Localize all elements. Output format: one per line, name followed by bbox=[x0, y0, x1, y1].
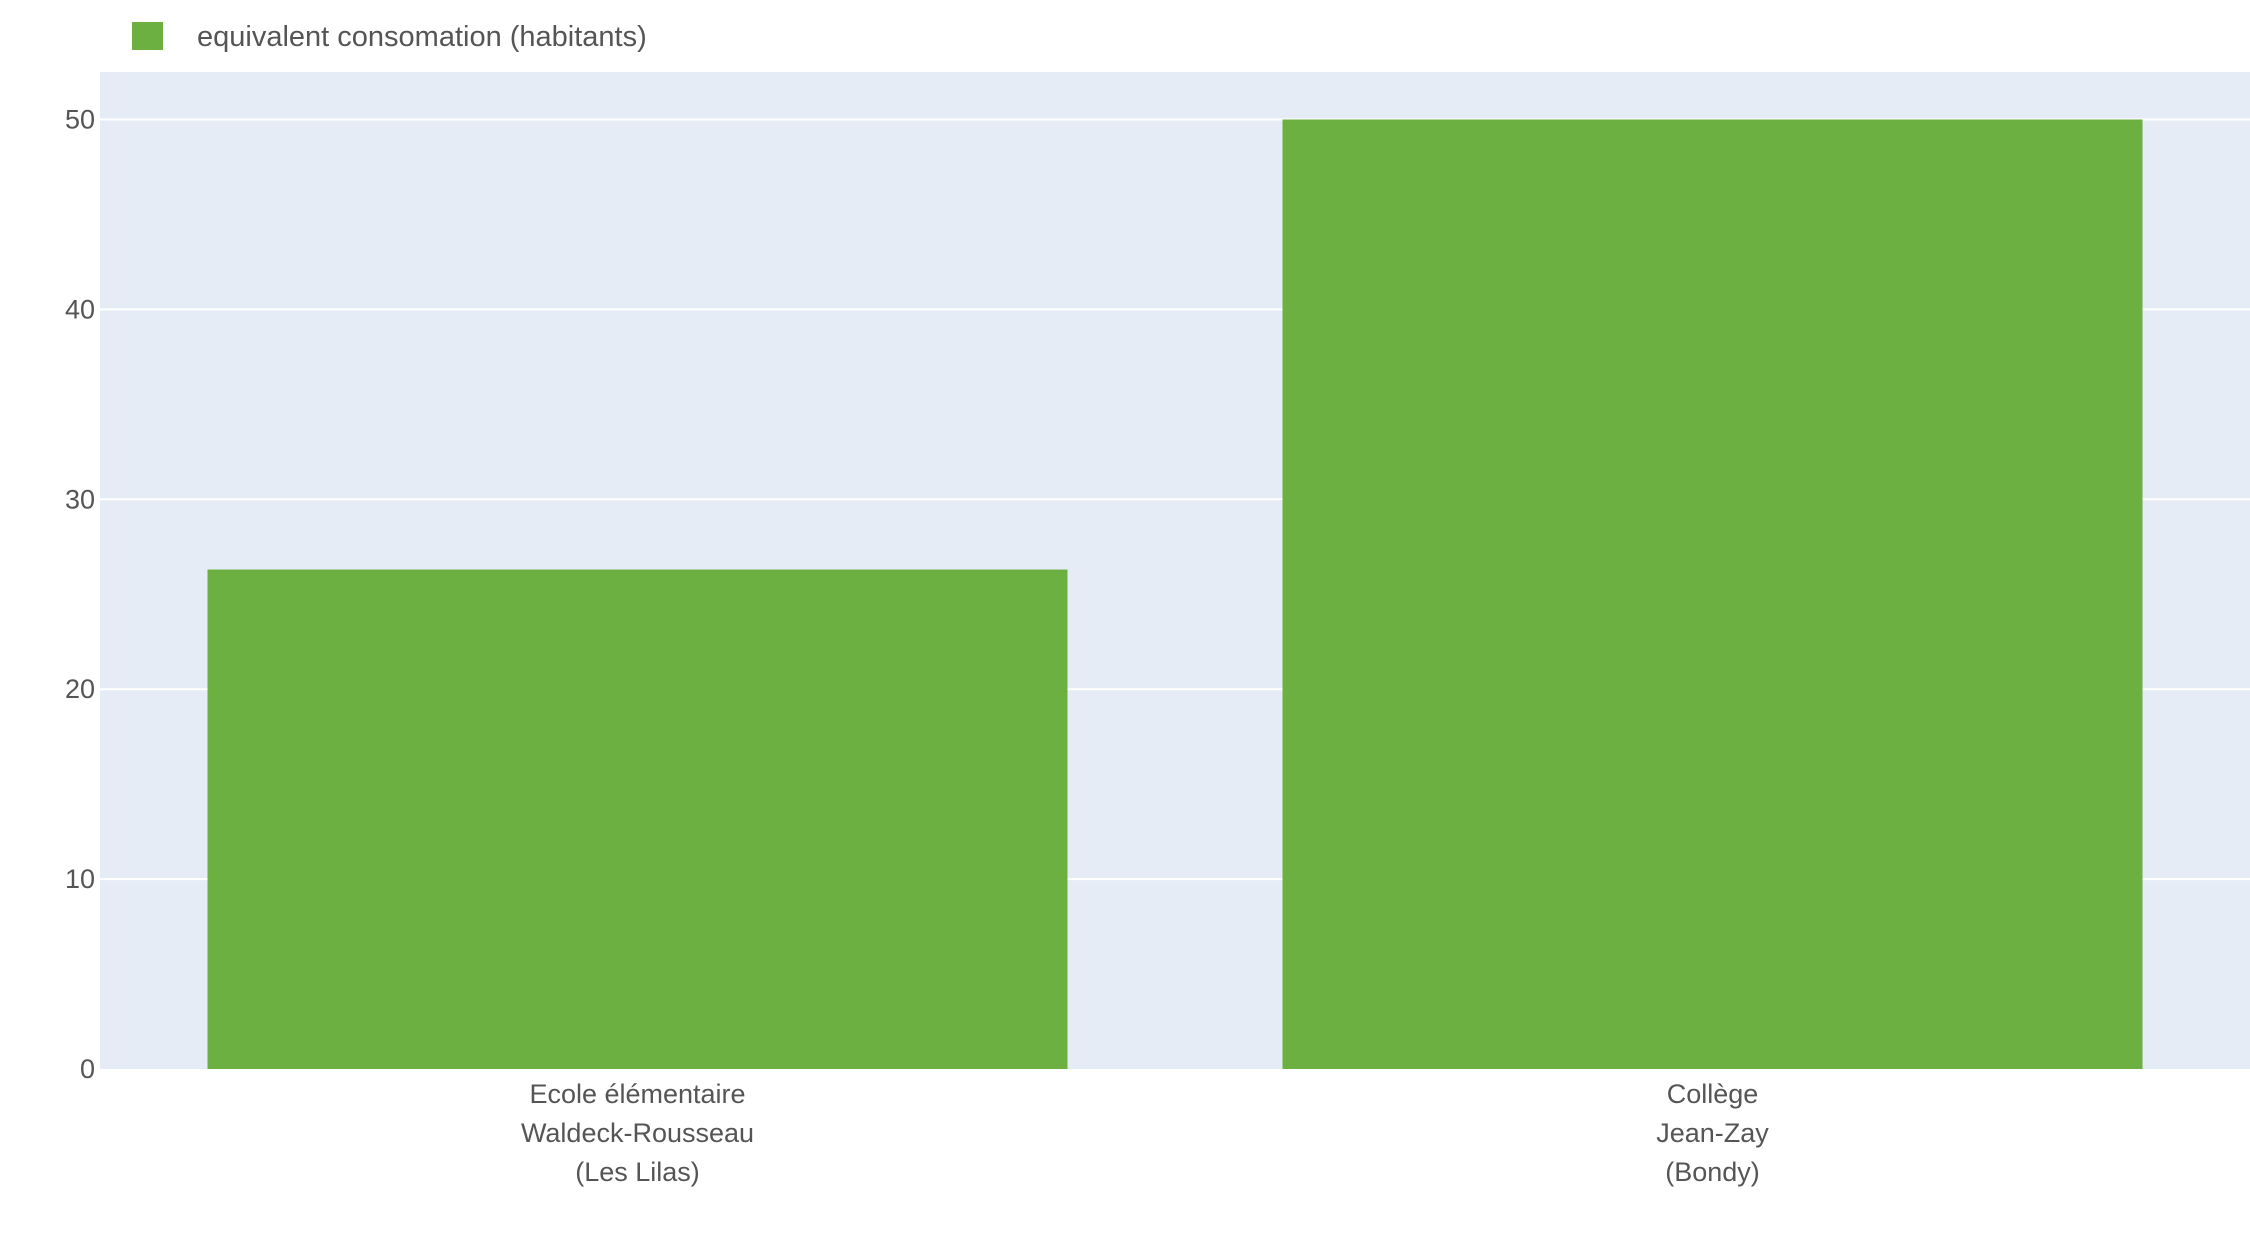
x-tick-label: Waldeck-Rousseau bbox=[521, 1118, 754, 1148]
x-tick-label: Ecole élémentaire bbox=[529, 1079, 745, 1109]
y-tick-label: 0 bbox=[80, 1054, 95, 1084]
y-tick-label: 50 bbox=[65, 104, 95, 134]
legend[interactable]: equivalent consomation (habitants) bbox=[132, 21, 647, 53]
bar[interactable] bbox=[207, 569, 1068, 1069]
bars bbox=[207, 119, 2143, 1069]
y-axis-ticks: 0 10 20 30 40 50 bbox=[65, 104, 95, 1084]
x-tick-label: Collège bbox=[1667, 1079, 1759, 1109]
bar[interactable] bbox=[1282, 119, 2143, 1069]
legend-swatch[interactable] bbox=[132, 22, 163, 50]
y-tick-label: 20 bbox=[65, 674, 95, 704]
legend-label[interactable]: equivalent consomation (habitants) bbox=[197, 21, 647, 53]
y-tick-label: 10 bbox=[65, 864, 95, 894]
x-tick-label: (Bondy) bbox=[1665, 1157, 1760, 1187]
x-tick-label: Jean-Zay bbox=[1656, 1118, 1769, 1148]
x-tick-label: (Les Lilas) bbox=[575, 1157, 700, 1187]
x-axis-ticks: Ecole élémentaire Waldeck-Rousseau (Les Li… bbox=[521, 1079, 1769, 1187]
y-tick-label: 40 bbox=[65, 294, 95, 324]
y-tick-label: 30 bbox=[65, 484, 95, 514]
